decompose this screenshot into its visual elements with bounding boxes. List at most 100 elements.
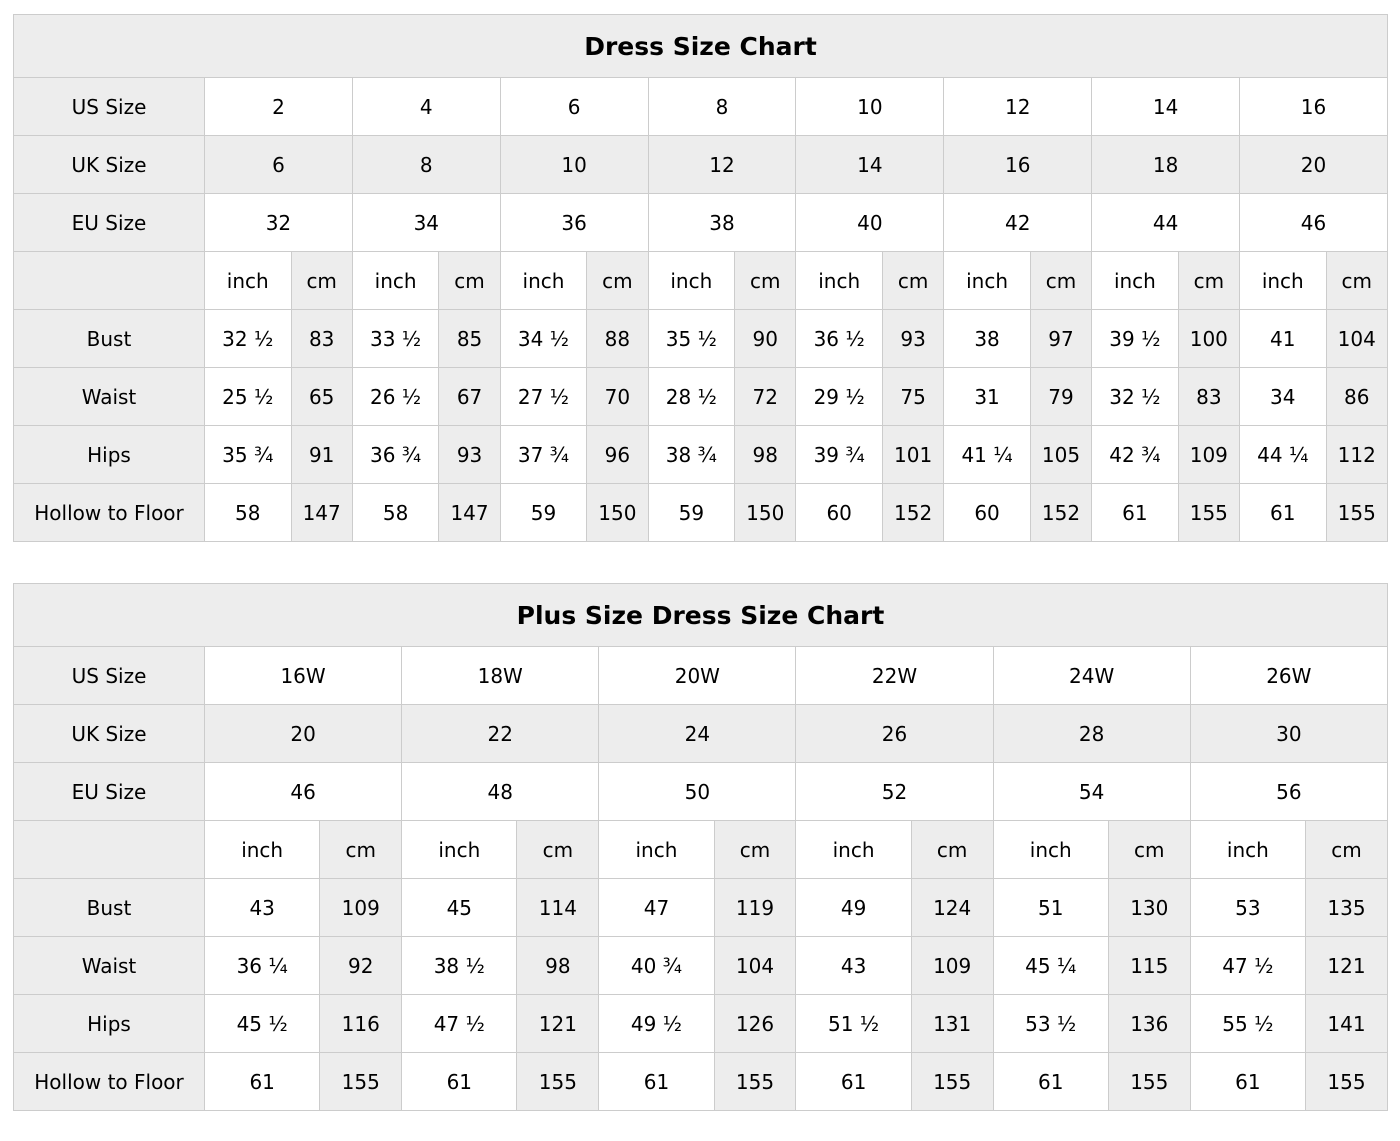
title-row: Plus Size Dress Size Chart <box>13 583 1388 647</box>
size-value-cell: 56 <box>1189 762 1388 821</box>
unit-inch-cell: inch <box>1239 251 1327 310</box>
unit-inch-cell: inch <box>795 820 912 879</box>
unit-inch-cell: inch <box>795 251 883 310</box>
measure-inch-cell: 25 ½ <box>204 367 292 426</box>
table-row: EU Size 46 48 50 52 54 56 <box>13 762 1388 821</box>
measure-cm-cell: 105 <box>1029 425 1093 484</box>
measure-cm-cell: 101 <box>881 425 945 484</box>
measure-cm-cell: 155 <box>1177 483 1241 542</box>
table-row: UK Size 6 8 10 12 14 16 18 20 <box>13 135 1388 194</box>
unit-inch-cell: inch <box>1091 251 1179 310</box>
unit-cm-cell: cm <box>713 820 797 879</box>
measure-inch-cell: 45 <box>401 878 518 937</box>
measure-inch-cell: 37 ¾ <box>499 425 588 484</box>
unit-cm-cell: cm <box>1177 251 1241 310</box>
unit-cm-cell: cm <box>1029 251 1093 310</box>
measure-inch-cell: 58 <box>204 483 292 542</box>
size-value-cell: 12 <box>647 135 797 194</box>
plus-size-dress-size-chart-table: Plus Size Dress Size Chart US Size 16W 18W… <box>13 583 1388 1111</box>
size-value-cell: 42 <box>943 193 1093 252</box>
measure-inch-cell: 32 ½ <box>1091 367 1179 426</box>
measure-inch-cell: 47 ½ <box>401 994 518 1053</box>
measure-cm-cell: 100 <box>1177 309 1241 368</box>
measure-cm-cell: 97 <box>1029 309 1093 368</box>
row-label: UK Size <box>13 704 205 763</box>
measure-inch-cell: 45 ¼ <box>992 936 1109 995</box>
size-value-cell: 6 <box>499 77 649 136</box>
measure-inch-cell: 41 <box>1239 309 1327 368</box>
measure-inch-cell: 51 ½ <box>795 994 912 1053</box>
measure-inch-cell: 39 ½ <box>1091 309 1179 368</box>
measure-inch-cell: 61 <box>401 1052 518 1111</box>
size-value-cell: 50 <box>598 762 797 821</box>
measure-cm-cell: 147 <box>438 483 501 542</box>
measure-inch-cell: 47 <box>598 878 715 937</box>
measure-cm-cell: 67 <box>438 367 501 426</box>
unit-cm-cell: cm <box>1305 820 1388 879</box>
row-label <box>13 820 205 879</box>
size-value-cell: 14 <box>1091 77 1241 136</box>
measure-inch-cell: 36 ¼ <box>203 936 321 995</box>
row-label: Waist <box>13 367 205 426</box>
measure-cm-cell: 119 <box>713 878 797 937</box>
size-value-cell: 44 <box>1091 193 1241 252</box>
row-label: US Size <box>13 77 205 136</box>
measure-cm-cell: 152 <box>881 483 945 542</box>
measure-inch-cell: 59 <box>647 483 736 542</box>
size-value-cell: 10 <box>499 135 649 194</box>
measure-cm-cell: 88 <box>586 309 649 368</box>
size-value-cell: 8 <box>647 77 797 136</box>
measure-cm-cell: 121 <box>516 994 600 1053</box>
measure-inch-cell: 40 ¾ <box>598 936 715 995</box>
unit-cm-cell: cm <box>290 251 353 310</box>
unit-cm-cell: cm <box>881 251 945 310</box>
row-label: Bust <box>13 309 205 368</box>
measure-inch-cell: 61 <box>1239 483 1327 542</box>
dress-size-chart-table: Dress Size Chart US Size 2 4 6 8 10 12 14 16 UK S… <box>13 14 1389 542</box>
measure-cm-cell: 98 <box>734 425 797 484</box>
measure-cm-cell: 109 <box>910 936 994 995</box>
size-value-cell: 28 <box>992 704 1191 763</box>
measure-cm-cell: 155 <box>1107 1052 1191 1111</box>
size-value-cell: 32 <box>204 193 353 252</box>
measure-inch-cell: 47 ½ <box>1189 936 1307 995</box>
unit-inch-cell: inch <box>992 820 1109 879</box>
table-row: UK Size 20 22 24 26 28 30 <box>13 704 1388 763</box>
measure-cm-cell: 155 <box>1325 483 1389 542</box>
measure-inch-cell: 27 ½ <box>499 367 588 426</box>
measure-cm-cell: 152 <box>1029 483 1093 542</box>
measure-cm-cell: 155 <box>516 1052 600 1111</box>
measure-cm-cell: 83 <box>1177 367 1241 426</box>
measure-cm-cell: 93 <box>438 425 501 484</box>
measure-inch-cell: 51 <box>992 878 1109 937</box>
measure-cm-cell: 131 <box>910 994 994 1053</box>
measure-inch-cell: 61 <box>203 1052 321 1111</box>
measure-cm-cell: 109 <box>1177 425 1241 484</box>
measure-inch-cell: 43 <box>795 936 912 995</box>
unit-cm-cell: cm <box>586 251 649 310</box>
measure-cm-cell: 130 <box>1107 878 1191 937</box>
table-body: US Size 16W 18W 20W 22W 24W 26W UK Size 20 22 24 26… <box>13 646 1388 1111</box>
table-row: Hips 45 ½ 116 47 ½ 121 49 ½ 126 51 ½ 131 53 ½ 136 5… <box>13 994 1388 1053</box>
row-label: Hollow to Floor <box>13 1052 205 1111</box>
measure-cm-cell: 147 <box>290 483 353 542</box>
size-value-cell: 24 <box>598 704 797 763</box>
measure-inch-cell: 61 <box>1189 1052 1307 1111</box>
unit-inch-cell: inch <box>1189 820 1307 879</box>
measure-cm-cell: 141 <box>1305 994 1388 1053</box>
size-value-cell: 10 <box>795 77 945 136</box>
size-value-cell: 34 <box>351 193 501 252</box>
measure-inch-cell: 45 ½ <box>203 994 321 1053</box>
table-row: Waist 36 ¼ 92 38 ½ 98 40 ¾ 104 43 109 45 ¼ 115 47 ½… <box>13 936 1388 995</box>
row-label: UK Size <box>13 135 205 194</box>
unit-inch-cell: inch <box>401 820 518 879</box>
row-label: EU Size <box>13 762 205 821</box>
unit-inch-cell: inch <box>203 820 321 879</box>
measure-cm-cell: 135 <box>1305 878 1388 937</box>
size-value-cell: 20 <box>1239 135 1388 194</box>
row-label: Bust <box>13 878 205 937</box>
size-value-cell: 22W <box>795 646 994 705</box>
measure-inch-cell: 26 ½ <box>351 367 440 426</box>
